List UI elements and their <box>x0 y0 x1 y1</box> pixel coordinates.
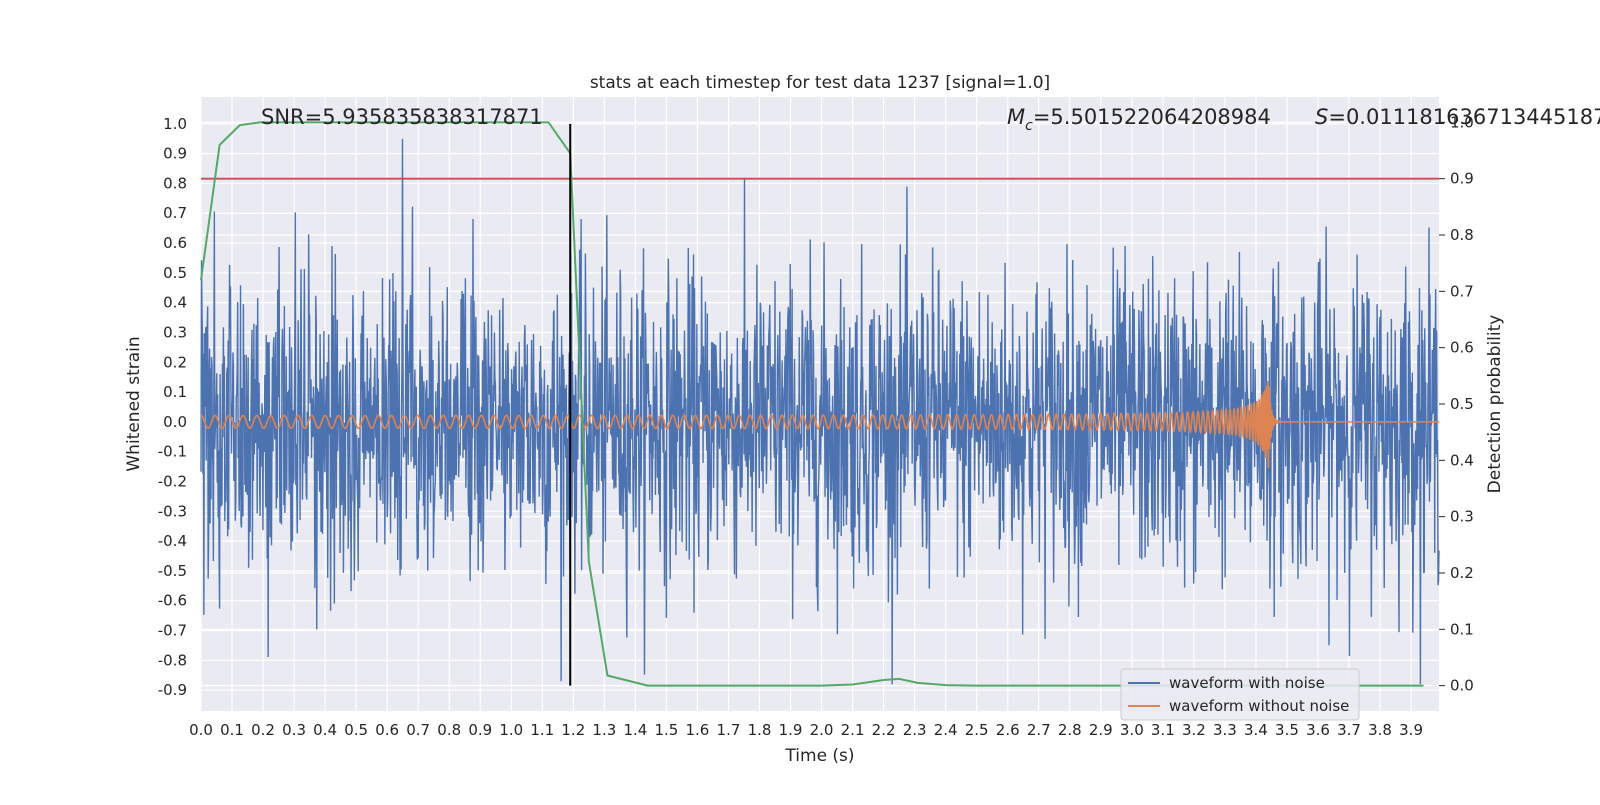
y-tick-label-left: -0.1 <box>158 443 187 461</box>
x-tick-label: 0.0 <box>189 721 213 739</box>
y-tick-label-right: 0.4 <box>1450 451 1474 469</box>
x-tick-label: 3.1 <box>1151 721 1175 739</box>
y-tick-label-right: 0.7 <box>1450 282 1474 300</box>
y-tick-label-left: -0.3 <box>158 502 187 520</box>
y-tick-label-right: 1.0 <box>1450 113 1474 131</box>
y-tick-label-left: 0.2 <box>163 353 187 371</box>
x-tick-label: 3.8 <box>1368 721 1392 739</box>
x-tick-label: 1.6 <box>686 721 710 739</box>
x-tick-label: 0.7 <box>406 721 430 739</box>
x-tick-label: 2.6 <box>996 721 1020 739</box>
x-tick-label: 0.1 <box>220 721 244 739</box>
x-tick-label: 2.0 <box>810 721 834 739</box>
y-tick-label-left: 0.3 <box>163 323 187 341</box>
x-tick-label: 3.7 <box>1337 721 1361 739</box>
x-tick-label: 3.3 <box>1213 721 1237 739</box>
y-tick-label-right: 0.1 <box>1450 620 1474 638</box>
chirp-mass-symbol: M <box>1007 105 1025 129</box>
y-tick-label-left: 0.7 <box>163 204 187 222</box>
y-tick-label-left: 0.0 <box>163 413 187 431</box>
legend-label-noise: waveform with noise <box>1169 674 1325 692</box>
y-tick-label-right: 0.3 <box>1450 508 1474 526</box>
x-tick-label: 3.9 <box>1399 721 1423 739</box>
x-tick-label: 3.0 <box>1120 721 1144 739</box>
x-tick-label: 2.8 <box>1058 721 1082 739</box>
series-detection-probability <box>200 121 1424 687</box>
chirp-mass-value: =5.501522064208984 <box>1033 105 1271 129</box>
y-axis-title-right: Detection probability <box>1485 315 1505 494</box>
y-tick-label-left: 0.8 <box>163 174 187 192</box>
grid-layer <box>200 97 1439 711</box>
x-tick-label: 2.3 <box>903 721 927 739</box>
x-tick-label: 3.2 <box>1182 721 1206 739</box>
y-tick-label-left: -0.4 <box>158 532 187 550</box>
spin-symbol: S <box>1315 105 1328 129</box>
y-tick-label-left: 0.5 <box>163 264 187 282</box>
x-tick-label: 1.8 <box>748 721 772 739</box>
y-tick-label-right: 0.8 <box>1450 226 1474 244</box>
snr-annotation: SNR=5.935835838317871 <box>261 105 543 129</box>
y-tick-label-left: -0.8 <box>158 651 187 669</box>
legend: waveform with noise waveform without noi… <box>1120 668 1360 721</box>
x-tick-label: 1.2 <box>561 721 585 739</box>
x-tick-label: 0.3 <box>282 721 306 739</box>
x-tick-label: 1.4 <box>623 721 647 739</box>
y-tick-label-left: 0.9 <box>163 145 187 163</box>
y-tick-label-right: 0.5 <box>1450 395 1474 413</box>
x-tick-label: 0.8 <box>437 721 461 739</box>
series-layer <box>200 121 1440 687</box>
y-tick-label-left: 1.0 <box>163 115 187 133</box>
x-tick-label: 1.9 <box>779 721 803 739</box>
x-tick-label: 3.4 <box>1244 721 1268 739</box>
y-tick-label-left: -0.2 <box>158 472 187 490</box>
x-tick-label: 1.7 <box>717 721 741 739</box>
y-tick-label-left: 0.1 <box>163 383 187 401</box>
x-tick-label: 0.9 <box>468 721 492 739</box>
y-tick-label-right: 0.6 <box>1450 339 1474 357</box>
x-tick-label: 2.7 <box>1027 721 1051 739</box>
chart-title: stats at each timestep for test data 123… <box>590 73 1050 93</box>
x-tick-label: 1.1 <box>530 721 554 739</box>
x-tick-label: 0.6 <box>375 721 399 739</box>
x-tick-label: 0.2 <box>251 721 275 739</box>
x-tick-label: 0.5 <box>344 721 368 739</box>
spin-value: =0.011181636713445187 <box>1328 105 1600 129</box>
y-tick-label-left: -0.7 <box>158 622 187 640</box>
x-tick-label: 1.5 <box>654 721 678 739</box>
y-tick-label-left: -0.9 <box>158 681 187 699</box>
x-tick-label: 2.5 <box>965 721 989 739</box>
y-tick-label-left: 0.4 <box>163 294 187 312</box>
chirp-mass-subscript: c <box>1025 118 1033 134</box>
x-tick-label: 3.5 <box>1275 721 1299 739</box>
x-tick-label: 1.0 <box>499 721 523 739</box>
y-tick-label-left: -0.5 <box>158 562 187 580</box>
y-tick-label-right: 0.9 <box>1450 170 1474 188</box>
x-axis-title: Time (s) <box>784 746 854 766</box>
ticks-layer: 0.0 0.1 0.2 0.3 0.4 0.5 0.6 0.7 0.8 0.9 1.0 1.1 1.2 1… <box>158 113 1474 739</box>
legend-label-clean: waveform without noise <box>1169 697 1349 715</box>
x-tick-label: 3.6 <box>1306 721 1330 739</box>
y-tick-label-right: 0.2 <box>1450 564 1474 582</box>
legend-box <box>1120 668 1360 721</box>
x-tick-label: 0.4 <box>313 721 337 739</box>
series-waveform-with-noise <box>200 138 1440 685</box>
series-waveform-without-noise <box>200 380 1439 468</box>
x-tick-label: 2.2 <box>872 721 896 739</box>
x-tick-label: 2.4 <box>934 721 958 739</box>
chirp-mass-annotation: Mc=5.501522064208984 <box>1007 105 1271 134</box>
y-axis-title-left: Whitened strain <box>124 336 144 471</box>
x-tick-label: 2.1 <box>841 721 865 739</box>
spin-annotation: S=0.011181636713445187 <box>1315 105 1600 129</box>
y-tick-label-right: 0.0 <box>1450 677 1474 695</box>
x-tick-label: 1.3 <box>592 721 616 739</box>
y-tick-label-left: -0.6 <box>158 592 187 610</box>
y-tick-label-left: 0.6 <box>163 234 187 252</box>
x-tick-label: 2.9 <box>1089 721 1113 739</box>
